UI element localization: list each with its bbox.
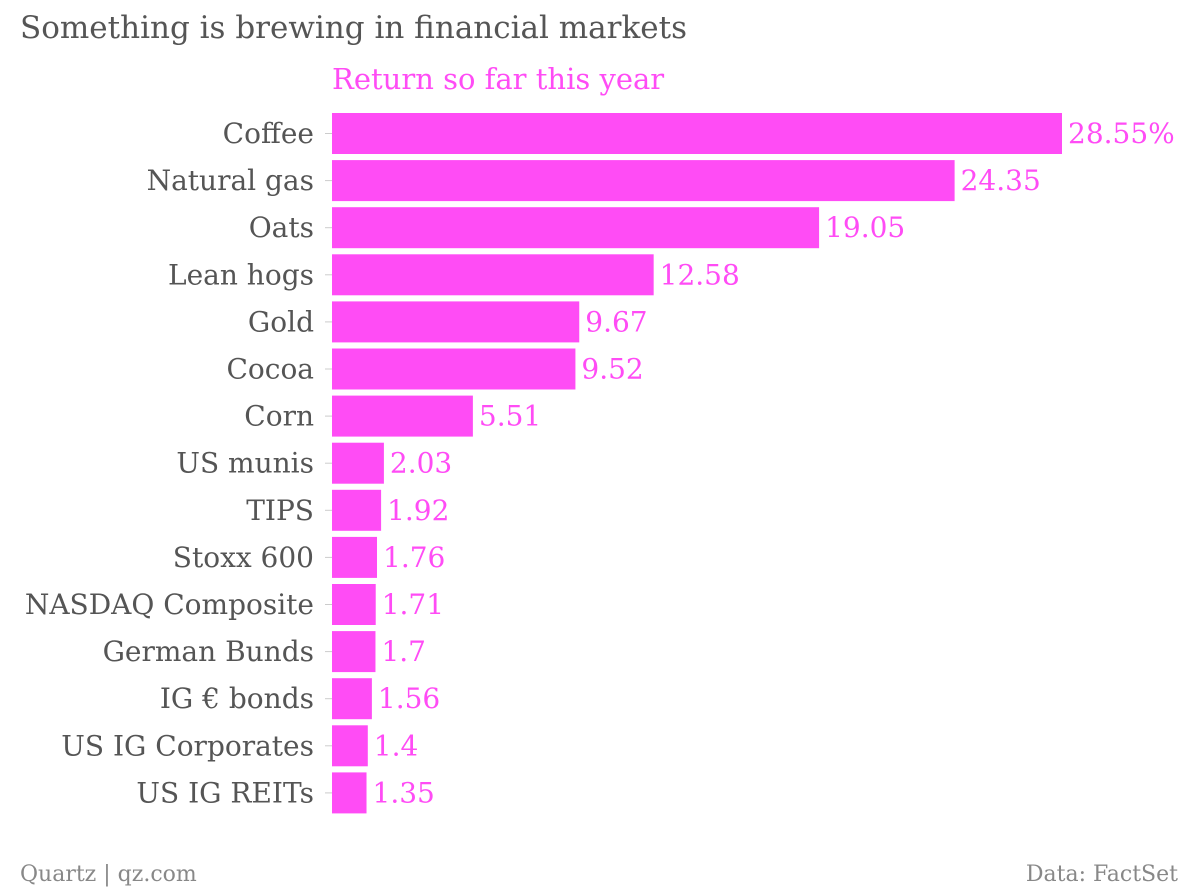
category-label: Cocoa [226, 353, 314, 386]
category-label: German Bunds [103, 635, 314, 668]
bar [332, 725, 368, 767]
category-label: Stoxx 600 [173, 541, 314, 574]
category-label: Lean hogs [168, 258, 314, 291]
bar [332, 584, 376, 625]
bar-value-label: 1.92 [387, 494, 449, 527]
bar-value-label: 1.4 [374, 729, 419, 762]
bar-value-label: 5.51 [479, 400, 541, 433]
bar-value-label: 9.67 [585, 305, 647, 338]
bar-value-label: 9.52 [581, 353, 643, 386]
bar [332, 442, 384, 484]
footer-source-right: Data: FactSet [1025, 862, 1178, 887]
category-label: Gold [248, 305, 314, 338]
category-label: US IG Corporates [61, 729, 314, 762]
bar-value-label: 1.7 [381, 635, 426, 668]
bar [332, 160, 955, 202]
bar-value-label: 24.35 [961, 164, 1041, 197]
bar [332, 395, 473, 437]
bar [332, 348, 576, 390]
bar-value-label: 1.71 [382, 588, 444, 621]
series-title: Return so far this year [332, 62, 665, 96]
bar [332, 254, 654, 296]
category-label: Coffee [223, 117, 314, 150]
bar-value-label: 1.56 [378, 682, 440, 715]
bar-value-label: 1.35 [373, 776, 435, 809]
bar [332, 536, 378, 578]
category-label: TIPS [246, 494, 314, 527]
footer-source-left: Quartz | qz.com [20, 862, 197, 887]
bar-value-label: 12.58 [660, 258, 740, 291]
category-label: Corn [244, 400, 314, 433]
bar [332, 772, 367, 814]
bar [332, 631, 376, 673]
chart-title: Something is brewing in financial market… [20, 10, 687, 46]
category-label: IG € bonds [160, 682, 314, 715]
bar-value-label: 19.05 [825, 211, 905, 244]
category-label: Natural gas [147, 164, 314, 197]
bar [332, 489, 382, 531]
bar-value-label: 28.55% [1068, 117, 1175, 150]
category-label: US munis [176, 447, 314, 480]
bar [332, 113, 1062, 154]
category-label: Oats [249, 211, 314, 244]
bar-value-label: 1.76 [383, 541, 445, 574]
category-label: US IG REITs [136, 776, 314, 809]
category-label: NASDAQ Composite [25, 588, 314, 621]
bar [332, 207, 820, 249]
bar [332, 301, 580, 343]
bar-value-label: 2.03 [390, 447, 452, 480]
bar [332, 678, 372, 720]
